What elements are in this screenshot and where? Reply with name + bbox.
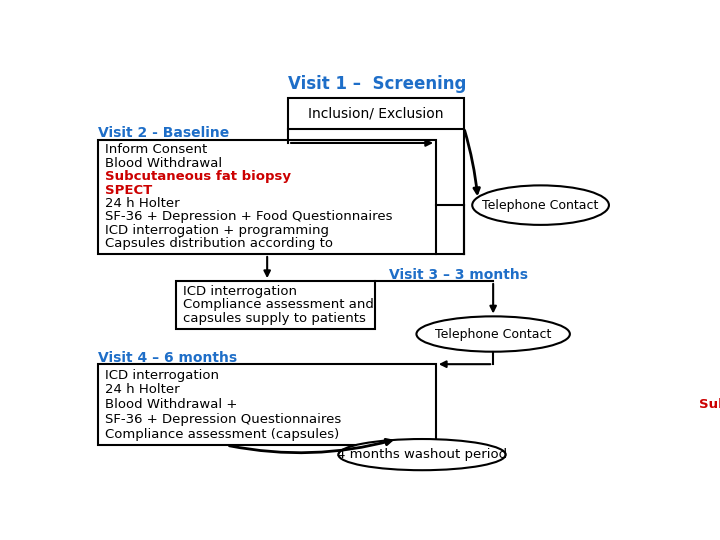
Text: Visit 3 – 3 months: Visit 3 – 3 months xyxy=(389,268,528,282)
Text: 24 h Holter: 24 h Holter xyxy=(105,383,180,396)
Text: Visit 1 –  Screening: Visit 1 – Screening xyxy=(288,75,467,92)
Text: SPECT: SPECT xyxy=(105,184,153,197)
Text: ICD interrogation + programming: ICD interrogation + programming xyxy=(105,224,329,237)
Ellipse shape xyxy=(338,439,505,470)
Ellipse shape xyxy=(472,185,609,225)
Text: Capsules distribution according to: Capsules distribution according to xyxy=(105,238,337,251)
Text: Visit 2 - Baseline: Visit 2 - Baseline xyxy=(99,126,230,140)
Text: Blood Withdrawal +: Blood Withdrawal + xyxy=(105,398,242,411)
Text: 4 months washout period: 4 months washout period xyxy=(337,448,507,461)
FancyBboxPatch shape xyxy=(288,98,464,129)
Text: ICD interrogation: ICD interrogation xyxy=(105,369,219,382)
Text: Compliance assessment and: Compliance assessment and xyxy=(183,299,374,312)
FancyBboxPatch shape xyxy=(176,281,374,329)
FancyBboxPatch shape xyxy=(99,364,436,446)
Text: Inform Consent: Inform Consent xyxy=(105,143,207,156)
Ellipse shape xyxy=(416,316,570,352)
Text: capsules supply to patients: capsules supply to patients xyxy=(183,312,366,325)
Text: Inclusion/ Exclusion: Inclusion/ Exclusion xyxy=(308,107,444,120)
Text: SF-36 + Depression Questionnaires: SF-36 + Depression Questionnaires xyxy=(105,413,341,426)
Text: Blood Withdrawal: Blood Withdrawal xyxy=(105,157,222,170)
Text: ICD interrogation: ICD interrogation xyxy=(183,285,297,298)
Text: Visit 4 – 6 months: Visit 4 – 6 months xyxy=(99,351,238,365)
Text: SF-36 + Depression + Food Questionnaires: SF-36 + Depression + Food Questionnaires xyxy=(105,211,392,224)
FancyBboxPatch shape xyxy=(99,140,436,254)
Text: Telephone Contact: Telephone Contact xyxy=(435,328,552,341)
Text: Subcutaneous fat biopsy: Subcutaneous fat biopsy xyxy=(699,398,720,411)
Text: Compliance assessment (capsules): Compliance assessment (capsules) xyxy=(105,428,339,441)
Text: 24 h Holter: 24 h Holter xyxy=(105,197,180,210)
Text: Subcutaneous fat biopsy: Subcutaneous fat biopsy xyxy=(105,170,291,183)
Text: Telephone Contact: Telephone Contact xyxy=(482,199,599,212)
